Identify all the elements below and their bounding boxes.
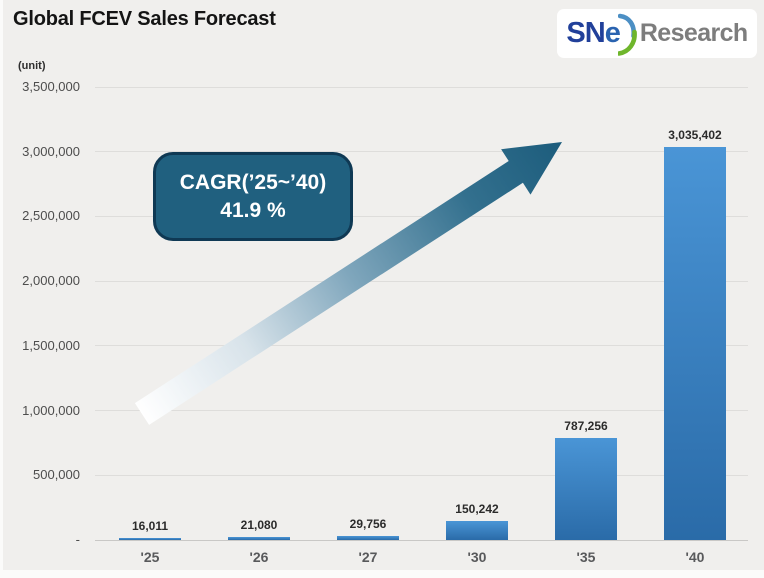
bar bbox=[119, 538, 181, 540]
gridline bbox=[95, 280, 748, 282]
gridline bbox=[95, 215, 748, 217]
bar-value-label: 150,242 bbox=[455, 502, 499, 516]
bar-value-label: 29,756 bbox=[349, 517, 387, 531]
bar bbox=[664, 147, 726, 540]
x-axis-label: '25 bbox=[140, 549, 160, 565]
x-axis-label: '35 bbox=[576, 549, 596, 565]
bar-value-label: 16,011 bbox=[131, 519, 169, 533]
bottom-edge-strip bbox=[0, 570, 764, 578]
bar bbox=[446, 521, 508, 540]
x-axis-baseline bbox=[95, 539, 748, 541]
y-axis-tick-label: 2,500,000 bbox=[22, 208, 80, 224]
bar bbox=[337, 536, 399, 540]
bar-value-label: 787,256 bbox=[564, 419, 608, 433]
unit-label: (unit) bbox=[18, 60, 46, 72]
bar-value-label: 21,080 bbox=[240, 518, 278, 532]
gridline bbox=[95, 410, 748, 412]
y-axis-tick-label: - bbox=[75, 532, 80, 547]
y-axis-tick-label: 3,000,000 bbox=[22, 143, 80, 159]
x-axis-label: '26 bbox=[249, 549, 269, 565]
bar bbox=[228, 537, 290, 540]
x-axis-label: '30 bbox=[467, 549, 487, 565]
x-axis-label: '27 bbox=[358, 549, 378, 565]
x-axis-label: '40 bbox=[685, 549, 705, 565]
bar bbox=[555, 438, 617, 540]
bar-value-label: 3,035,402 bbox=[668, 128, 722, 142]
gridline bbox=[95, 345, 748, 347]
sne-research-logo: SN e Research bbox=[557, 9, 757, 58]
gridline bbox=[95, 151, 748, 153]
cagr-annotation: CAGR(’25~’40) 41.9 % bbox=[153, 152, 353, 241]
gridline bbox=[95, 86, 748, 88]
gridline bbox=[95, 474, 748, 476]
y-axis-tick-label: 500,000 bbox=[33, 467, 80, 483]
y-axis-tick-label: 3,500,000 bbox=[22, 79, 80, 94]
page-title: Global FCEV Sales Forecast bbox=[13, 8, 276, 30]
cagr-annotation-line1: CAGR(’25~’40) bbox=[179, 171, 327, 195]
logo-swoosh-icon bbox=[617, 13, 637, 56]
y-axis-tick-label: 2,000,000 bbox=[22, 273, 80, 289]
logo-sn-text: SN bbox=[566, 17, 605, 49]
logo-e-text: e bbox=[604, 17, 621, 49]
left-edge-strip bbox=[0, 0, 3, 578]
cagr-annotation-line2: 41.9 % bbox=[220, 198, 286, 222]
y-axis-tick-label: 1,500,000 bbox=[22, 337, 80, 353]
y-axis-tick-label: 1,000,000 bbox=[22, 402, 80, 418]
logo-research-text: Research bbox=[639, 19, 748, 47]
